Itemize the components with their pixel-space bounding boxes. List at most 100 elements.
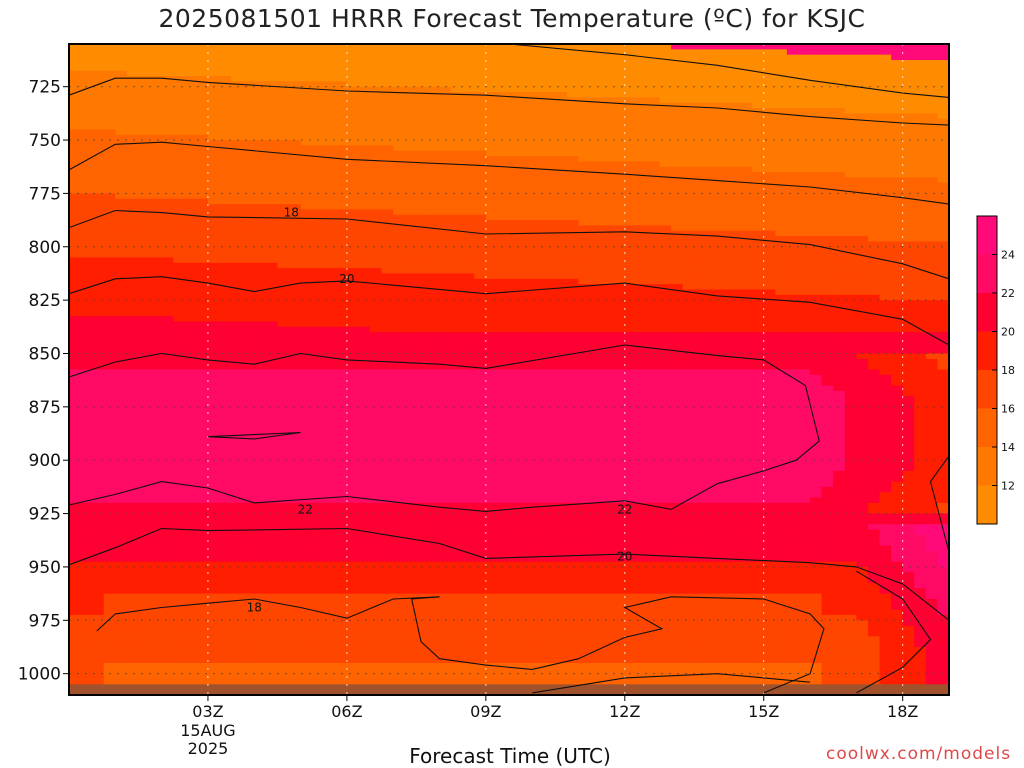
field-cell <box>138 476 151 483</box>
field-cell <box>150 492 163 499</box>
field-cell <box>184 588 197 595</box>
field-cell <box>207 278 221 285</box>
field-cell <box>265 188 279 195</box>
field-cell <box>231 641 244 648</box>
field-cell <box>277 390 290 397</box>
field-cell <box>92 534 105 541</box>
field-cell <box>184 321 197 328</box>
field-cell <box>219 529 232 536</box>
field-cell <box>300 97 313 104</box>
field-cell <box>358 54 371 61</box>
field-cell <box>393 316 406 323</box>
field-cell <box>231 326 244 333</box>
field-cell <box>300 241 313 248</box>
field-cell <box>323 289 336 296</box>
field-cell <box>242 44 255 50</box>
field-cell <box>312 220 325 227</box>
field-cell <box>312 92 325 98</box>
field-cell <box>323 70 336 77</box>
field-cell <box>312 81 325 88</box>
field-cell <box>196 140 209 146</box>
field-cell <box>207 604 221 611</box>
field-cell <box>358 401 371 408</box>
field-cell <box>242 385 255 392</box>
field-cell <box>416 289 429 296</box>
field-cell <box>103 641 116 648</box>
field-cell <box>451 433 464 440</box>
field-cell <box>427 118 441 125</box>
field-cell <box>474 300 487 307</box>
field-cell <box>358 262 371 269</box>
field-cell <box>161 70 174 77</box>
field-cell <box>393 118 406 125</box>
field-cell <box>404 273 417 280</box>
field-cell <box>150 172 163 179</box>
field-cell <box>416 241 429 248</box>
field-cell <box>80 81 93 88</box>
field-cell <box>80 454 93 461</box>
field-cell <box>346 348 360 355</box>
field-cell <box>381 673 394 680</box>
field-cell <box>150 481 163 488</box>
field-cell <box>80 108 93 114</box>
field-cell <box>462 636 475 643</box>
field-cell <box>289 54 302 61</box>
field-cell <box>381 54 394 61</box>
field-cell <box>69 182 82 189</box>
field-cell <box>184 561 197 568</box>
field-cell <box>335 593 348 600</box>
field-cell <box>103 225 116 232</box>
field-cell <box>312 102 325 109</box>
field-cell <box>312 604 325 611</box>
field-cell <box>231 241 244 248</box>
field-cell <box>69 214 82 221</box>
field-cell <box>520 556 533 563</box>
field-cell <box>346 657 360 664</box>
field-cell <box>115 577 128 584</box>
field-cell <box>335 598 348 605</box>
field-cell <box>346 182 360 189</box>
field-cell <box>103 412 116 419</box>
field-cell <box>265 321 279 328</box>
field-cell <box>497 246 510 253</box>
field-cell <box>300 550 313 557</box>
field-cell <box>242 236 255 243</box>
field-cell <box>462 598 475 605</box>
field-cell <box>509 188 522 195</box>
field-cell <box>207 310 221 317</box>
field-cell <box>404 214 417 221</box>
field-cell <box>300 486 313 493</box>
field-cell <box>103 508 116 515</box>
field-cell <box>289 65 302 72</box>
field-cell <box>393 609 406 616</box>
field-cell <box>115 353 128 360</box>
field-cell <box>416 566 429 573</box>
field-cell <box>381 70 394 77</box>
field-cell <box>381 657 394 664</box>
field-cell <box>300 316 313 323</box>
field-cell <box>219 172 232 179</box>
field-cell <box>312 182 325 189</box>
field-cell <box>92 332 105 339</box>
field-cell <box>497 678 510 685</box>
field-cell <box>103 454 116 461</box>
field-cell <box>346 60 360 66</box>
field-cell <box>462 460 475 467</box>
field-cell <box>346 652 360 659</box>
field-cell <box>335 54 348 61</box>
field-cell <box>381 294 394 301</box>
field-cell <box>370 134 383 141</box>
field-cell <box>184 268 197 275</box>
field-cell <box>427 102 441 109</box>
field-cell <box>207 156 221 162</box>
field-cell <box>115 108 128 114</box>
field-cell <box>358 193 371 200</box>
field-cell <box>196 236 209 243</box>
field-cell <box>427 321 441 328</box>
field-cell <box>219 294 232 301</box>
field-cell <box>92 193 105 200</box>
field-cell <box>381 481 394 488</box>
field-cell <box>335 332 348 339</box>
field-cell <box>532 422 545 429</box>
field-cell <box>115 209 128 216</box>
